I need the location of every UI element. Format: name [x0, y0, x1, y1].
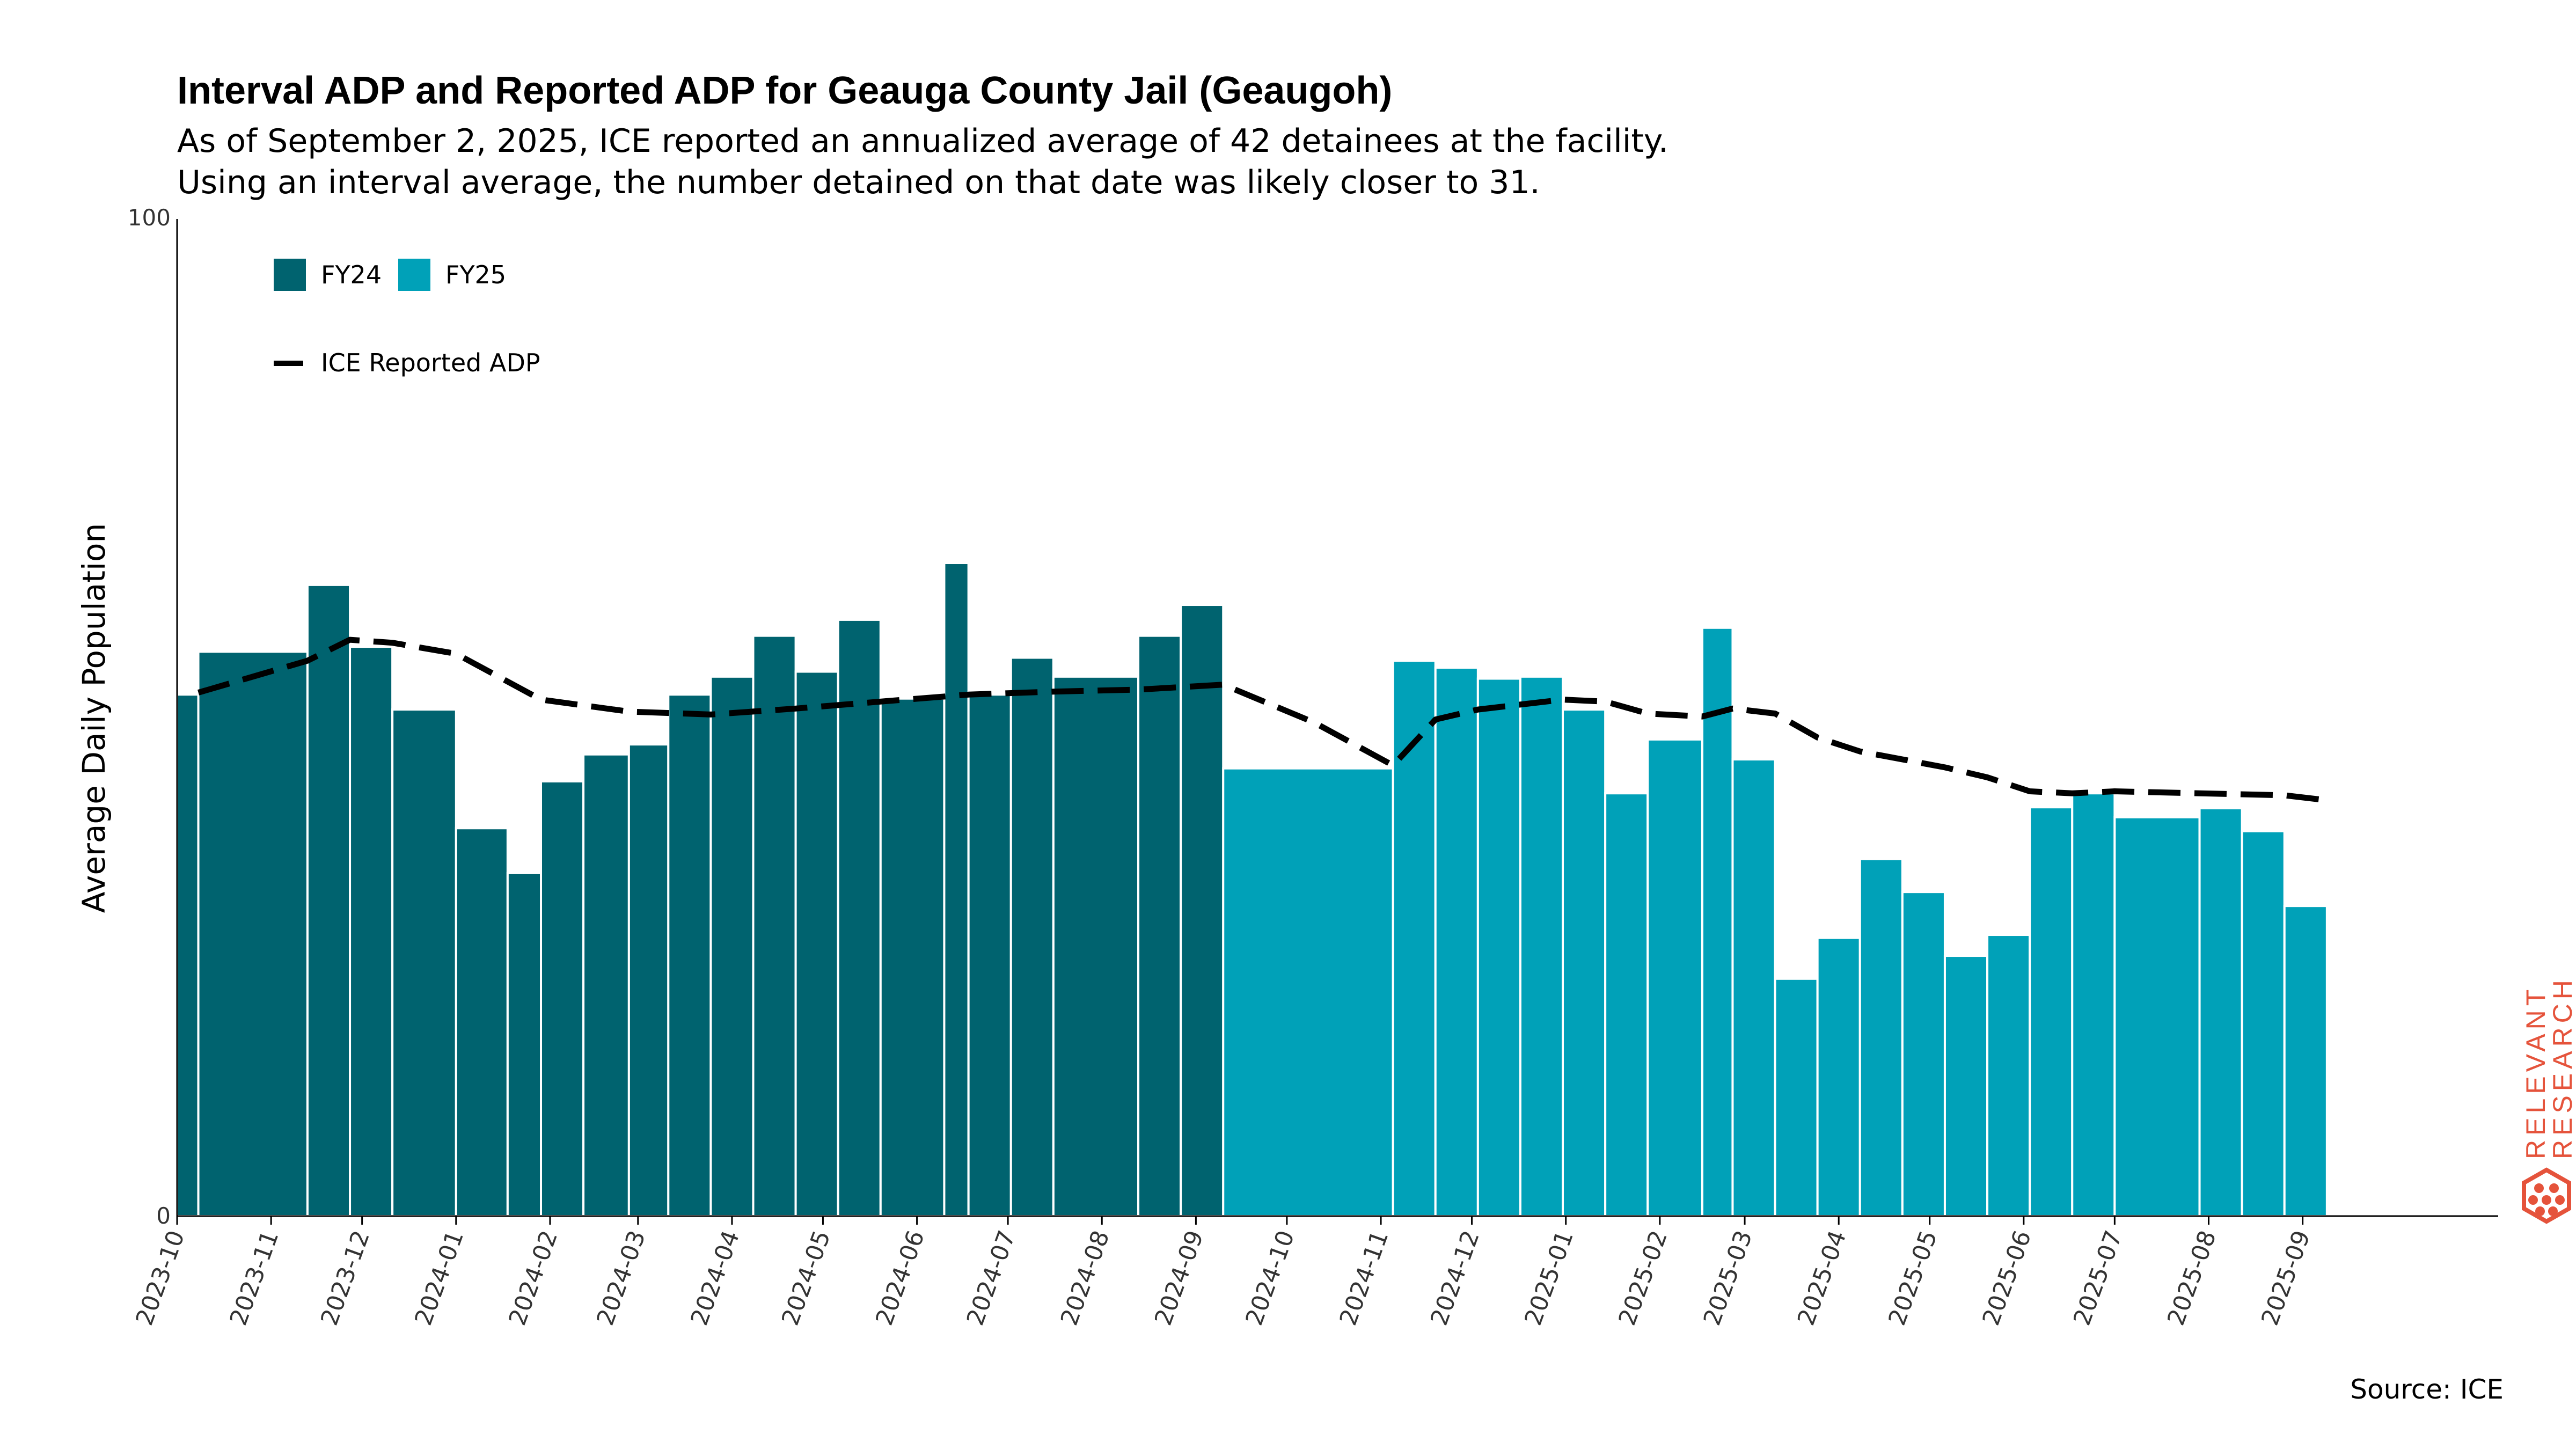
x-tick-label: 2024-05	[777, 1227, 836, 1329]
bar-fy24	[879, 697, 946, 1217]
y-tick-label-100: 100	[128, 204, 171, 231]
bar-fy24	[349, 646, 394, 1217]
bar-fy25	[2198, 807, 2243, 1217]
bar-fy25	[1774, 977, 1819, 1218]
bar-fy25	[1519, 675, 1564, 1217]
bar-fy24	[1137, 634, 1182, 1217]
logo-dot-icon	[2549, 1183, 2559, 1193]
bar-fy24	[1180, 604, 1225, 1217]
x-tick-label: 2024-12	[1425, 1227, 1485, 1329]
bar-fy25	[2071, 792, 2116, 1217]
logo-dot-icon	[2542, 1195, 2551, 1205]
bar-fy24	[1052, 675, 1140, 1217]
x-tick-label: 2025-04	[1792, 1227, 1852, 1329]
bar-fy24	[709, 675, 755, 1217]
x-tick-label: 2024-01	[409, 1227, 469, 1329]
bar-fy25	[1646, 738, 1703, 1217]
bar-fy25	[1562, 708, 1607, 1217]
bars-layer	[176, 562, 2328, 1218]
logo-dot-icon	[2535, 1206, 2545, 1216]
x-tick-label: 2024-04	[685, 1227, 745, 1329]
logo-dot-icon	[2528, 1195, 2538, 1205]
chart-subtitle-line-2: Using an interval average, the number de…	[177, 164, 1540, 201]
bar-fy24	[627, 743, 670, 1217]
chart-subtitle-line-1: As of September 2, 2025, ICE reported an…	[177, 122, 1668, 160]
legend-swatch-fy24	[274, 259, 306, 291]
bar-fy25	[2029, 806, 2074, 1217]
bar-fy25	[1604, 792, 1649, 1217]
reported-adp-line	[197, 636, 2328, 803]
logo-hexagon-icon	[2522, 1167, 2571, 1224]
x-tick-label: 2024-06	[870, 1227, 930, 1329]
bar-fy25	[1816, 936, 1861, 1218]
bar-fy24	[837, 618, 882, 1217]
legend: FY24 FY25 ICE Reported ADP	[274, 259, 540, 377]
y-tick-label-0: 0	[156, 1203, 171, 1229]
bar-fy25	[2283, 905, 2328, 1217]
logo-dot-icon	[2548, 1206, 2558, 1216]
logo-dot-icon	[2534, 1183, 2544, 1193]
x-tick-label: 2025-03	[1699, 1227, 1758, 1329]
bar-fy25	[1476, 677, 1521, 1217]
x-tick-label: 2024-08	[1056, 1227, 1115, 1329]
x-tick-label: 2025-02	[1613, 1227, 1673, 1329]
bar-fy24	[197, 650, 309, 1217]
bar-fy24	[176, 693, 200, 1217]
legend-swatch-fy25	[398, 259, 430, 291]
logo-text-research: RESEARCH	[2548, 976, 2576, 1159]
x-tick-label: 2024-03	[591, 1227, 651, 1329]
bar-fy24	[506, 872, 542, 1217]
x-tick-label: 2025-08	[2162, 1227, 2222, 1329]
bar-fy24	[1009, 656, 1055, 1217]
x-tick-label: 2024-07	[962, 1227, 1021, 1329]
bar-fy24	[752, 634, 797, 1217]
relevant-research-logo: RELEVANT RESEARCH	[2521, 976, 2576, 1224]
bar-fy25	[1858, 858, 1904, 1218]
logo-text-relevant: RELEVANT	[2521, 985, 2551, 1159]
x-tick-label: 2024-02	[503, 1227, 563, 1329]
x-tick-label: 2025-06	[1977, 1227, 2037, 1329]
bar-fy25	[1901, 891, 1946, 1217]
legend-label-fy25: FY25	[445, 260, 506, 289]
x-tick-label: 2023-10	[131, 1227, 191, 1329]
bar-fy24	[306, 583, 352, 1217]
legend-label-fy24: FY24	[321, 260, 382, 289]
reported-adp-layer	[197, 636, 2328, 803]
source-note: Source: ICE	[2350, 1374, 2504, 1405]
bar-fy25	[1222, 767, 1394, 1218]
logo-dot-icon	[2555, 1195, 2565, 1205]
bar-fy25	[1434, 667, 1479, 1217]
bar-fy24	[391, 708, 457, 1217]
x-tick-label: 2023-11	[225, 1227, 284, 1329]
bar-fy24	[540, 780, 585, 1217]
bar-fy24	[794, 670, 839, 1217]
bar-fy25	[2113, 816, 2201, 1218]
bar-fy24	[967, 693, 1012, 1217]
x-tick-label: 2024-09	[1150, 1227, 1209, 1329]
x-tick-label: 2025-05	[1883, 1227, 1943, 1329]
chart-title: Interval ADP and Reported ADP for Geauga…	[177, 69, 1393, 112]
y-axis-label: Average Daily Population	[76, 523, 112, 913]
x-ticks-layer: 2023-10 2023-11 2023-12 2024-01 2024-02 2024-…	[131, 1216, 2316, 1329]
x-tick-label: 2025-07	[2068, 1227, 2128, 1329]
bar-fy25	[1943, 955, 1989, 1217]
x-tick-label: 2025-01	[1519, 1227, 1579, 1329]
bar-fy24	[943, 562, 970, 1217]
x-tick-label: 2023-12	[316, 1227, 375, 1329]
bar-fy24	[455, 827, 509, 1218]
bar-fy25	[2241, 830, 2286, 1217]
x-tick-label: 2025-09	[2256, 1227, 2316, 1329]
x-tick-label: 2024-10	[1240, 1227, 1300, 1329]
x-tick-label: 2024-11	[1335, 1227, 1394, 1329]
bar-fy25	[1731, 758, 1776, 1217]
axes-layer: 100 0 Average Daily Population	[76, 204, 2498, 1229]
bar-fy25	[1986, 934, 2031, 1217]
bar-fy24	[582, 753, 630, 1217]
legend-label-reported-adp: ICE Reported ADP	[321, 348, 540, 377]
bar-fy24	[667, 693, 712, 1217]
